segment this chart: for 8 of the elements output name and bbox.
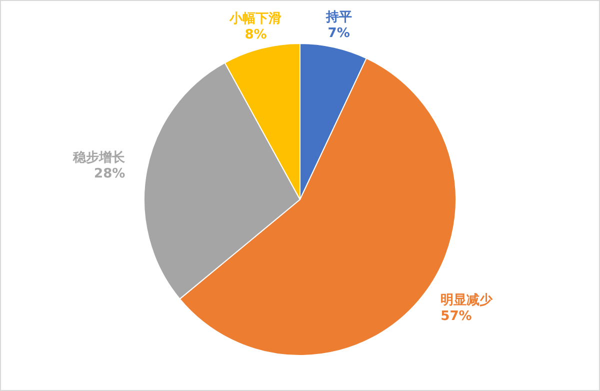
- slice-label: 持平: [324, 10, 352, 26]
- slice-label: 稳步增长: [72, 150, 126, 166]
- slice-label: 明显减少: [440, 292, 494, 308]
- data-label: 7%: [328, 26, 350, 42]
- data-label: 28%: [94, 166, 126, 182]
- data-label: 8%: [244, 27, 267, 42]
- data-label: 57%: [440, 308, 472, 324]
- slice-label: 小幅下滑: [228, 11, 282, 26]
